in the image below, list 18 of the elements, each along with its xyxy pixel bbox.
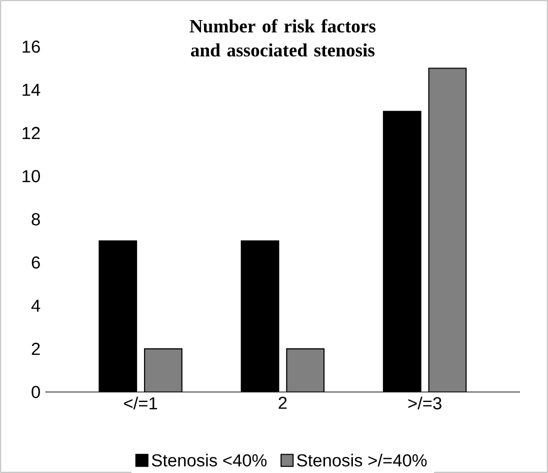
y-tick-label: 6 (32, 256, 40, 269)
y-tick-label: 10 (22, 170, 40, 182)
y-tick-label: 0 (32, 386, 40, 398)
bar (286, 348, 325, 392)
y-tick-label: 2 (32, 342, 40, 355)
x-tick-label: >/=3 (408, 396, 442, 410)
legend-label: Stenosis <40% (152, 454, 267, 466)
y-tick-label: 12 (22, 126, 40, 140)
legend-label: Stenosis >/=40% (297, 454, 427, 466)
y-tick-label: 16 (22, 40, 40, 53)
y-tick-label: 4 (31, 300, 40, 312)
y-tick-label: 14 (22, 84, 40, 96)
x-tick-label: 2 (278, 396, 287, 409)
bar (428, 68, 467, 392)
chart-title: Number of risk factors and associated stenosis (190, 19, 376, 57)
x-tick-label: </=1 (124, 396, 158, 410)
y-tick-label: 8 (32, 213, 40, 226)
bar (144, 348, 182, 392)
